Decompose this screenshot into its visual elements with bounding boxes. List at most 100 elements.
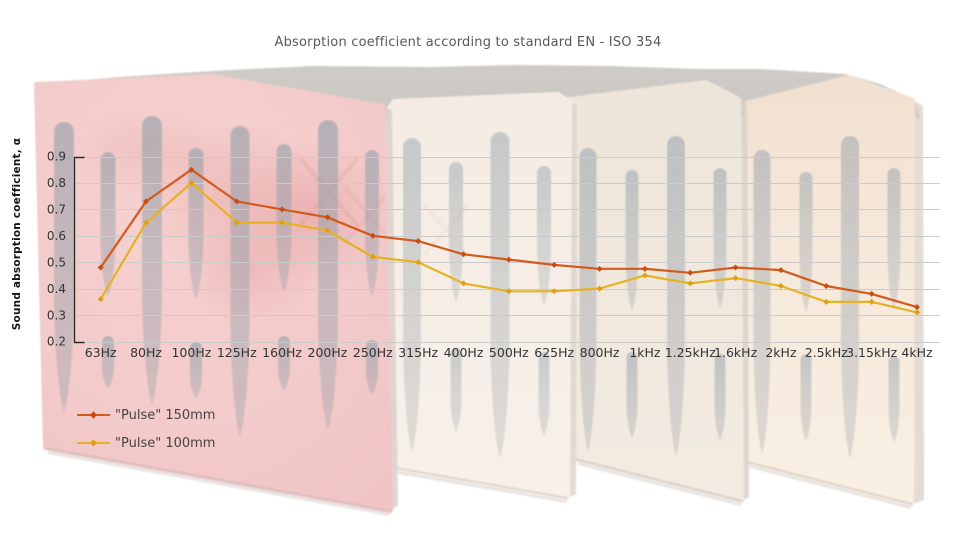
series-marker-1 — [641, 272, 648, 279]
panel-2-cross-mark — [422, 203, 470, 257]
series-marker-1 — [460, 280, 467, 287]
series-marker-0 — [143, 198, 150, 205]
legend-marker-pulse-150mm-icon — [77, 411, 110, 419]
groove-shape — [318, 120, 338, 431]
background-panel-3 — [560, 80, 749, 503]
groove-shape — [887, 168, 901, 310]
series-marker-0 — [460, 251, 467, 258]
series-marker-1 — [914, 309, 920, 316]
groove-shape — [800, 354, 812, 440]
y-tick-label: 0.6 — [47, 229, 66, 243]
groove-shape — [403, 138, 421, 452]
groove-shape — [365, 150, 379, 296]
series-marker-1 — [415, 259, 422, 266]
chart-plot-area: 0.9 0.8 0.7 0.6 0.5 0.4 0.3 0.2 63Hz 80Hz 100Hz 125… — [47, 150, 940, 360]
x-tick-label: 400Hz — [444, 345, 484, 360]
groove-shape — [579, 148, 597, 452]
groove-shape — [841, 136, 859, 458]
y-tick-label: 0.7 — [47, 203, 66, 217]
series-marker-0 — [369, 232, 376, 239]
groove-shape — [278, 336, 290, 390]
groove-shape — [626, 352, 638, 438]
groove-shape — [714, 354, 726, 440]
y-tick-label: 0.2 — [47, 335, 66, 349]
series-marker-0 — [596, 265, 603, 272]
series-marker-0 — [415, 238, 422, 245]
x-tick-label: 200Hz — [308, 345, 348, 360]
series-marker-0 — [279, 206, 286, 213]
x-tick-label: 2.5kHz — [805, 345, 849, 360]
groove-shape — [102, 336, 114, 388]
legend-marker-pulse-100mm-icon — [77, 439, 110, 447]
series-marker-0 — [551, 261, 558, 268]
background-panel-4 — [744, 75, 924, 506]
groove-shape — [276, 144, 292, 292]
x-tick-label: 1kHz — [629, 345, 661, 360]
groove-shape — [100, 152, 116, 296]
y-tick-label: 0.9 — [47, 150, 66, 164]
series-marker-1 — [505, 288, 512, 295]
series-marker-0 — [641, 265, 648, 272]
groove-shape — [667, 136, 685, 456]
series-marker-0 — [188, 166, 195, 173]
groove-shape — [230, 126, 250, 436]
y-axis-line — [73, 156, 85, 344]
x-tick-label: 63Hz — [85, 345, 117, 360]
x-tick-label: 500Hz — [489, 345, 529, 360]
x-tick-label: 100Hz — [171, 345, 211, 360]
groove-shape — [753, 150, 771, 454]
series-marker-0 — [97, 264, 104, 271]
x-tick-label: 2kHz — [765, 345, 797, 360]
groove-shape — [190, 342, 202, 398]
panel-4-face — [744, 75, 915, 506]
series-marker-1 — [369, 253, 376, 260]
series-marker-0 — [324, 214, 331, 221]
background-photo — [34, 65, 924, 516]
groove-shape — [713, 168, 727, 308]
series-marker-0 — [732, 264, 739, 271]
groove-shape — [888, 356, 900, 442]
groove-shape — [449, 162, 463, 302]
series-marker-1 — [551, 288, 558, 295]
groove-shape — [625, 170, 639, 310]
series-marker-0 — [868, 290, 875, 297]
background-panel-2 — [387, 92, 577, 500]
y-tick-label: 0.8 — [47, 176, 66, 190]
groove-shape — [450, 348, 462, 432]
x-tick-label: 1.25kHz — [665, 345, 716, 360]
series-marker-1 — [823, 298, 830, 305]
groove-shape — [54, 122, 74, 412]
panel-3-bottom-edge — [574, 458, 743, 502]
x-tick-label: 800Hz — [580, 345, 620, 360]
y-tick-label: 0.4 — [47, 282, 66, 296]
legend-item-pulse-150mm: "Pulse" 150mm — [77, 406, 215, 424]
panel-1-grooves — [54, 116, 379, 436]
x-tick-label: 1.6kHz — [714, 345, 758, 360]
x-tick-label: 80Hz — [130, 345, 162, 360]
y-tick-label: 0.3 — [47, 308, 66, 322]
x-tick-label: 160Hz — [262, 345, 302, 360]
series-marker-0 — [687, 269, 694, 276]
series-marker-1 — [596, 285, 603, 292]
x-tick-label: 625Hz — [534, 345, 574, 360]
groove-shape — [538, 352, 550, 436]
panel-3-grooves — [579, 136, 727, 456]
series-marker-0 — [777, 267, 784, 274]
x-tick-label: 125Hz — [217, 345, 257, 360]
legend-label-pulse-150mm: "Pulse" 150mm — [115, 407, 216, 423]
legend: "Pulse" 150mm "Pulse" 100mm — [77, 406, 215, 462]
series-marker-1 — [233, 219, 240, 226]
panel-4-grooves — [753, 136, 901, 458]
x-tick-label: 250Hz — [353, 345, 393, 360]
chart-title: Absorption coefficient according to stan… — [274, 35, 662, 50]
panel-2-bottom-edge — [395, 467, 569, 499]
panel-4-bottom-edge — [746, 461, 913, 505]
legend-diamond-marker — [90, 439, 97, 447]
panel-1-bottom-edge — [44, 447, 392, 512]
series-marker-0 — [505, 256, 512, 263]
series-marker-1 — [97, 296, 104, 303]
series-marker-1 — [143, 219, 150, 226]
groove-shape — [188, 148, 204, 299]
